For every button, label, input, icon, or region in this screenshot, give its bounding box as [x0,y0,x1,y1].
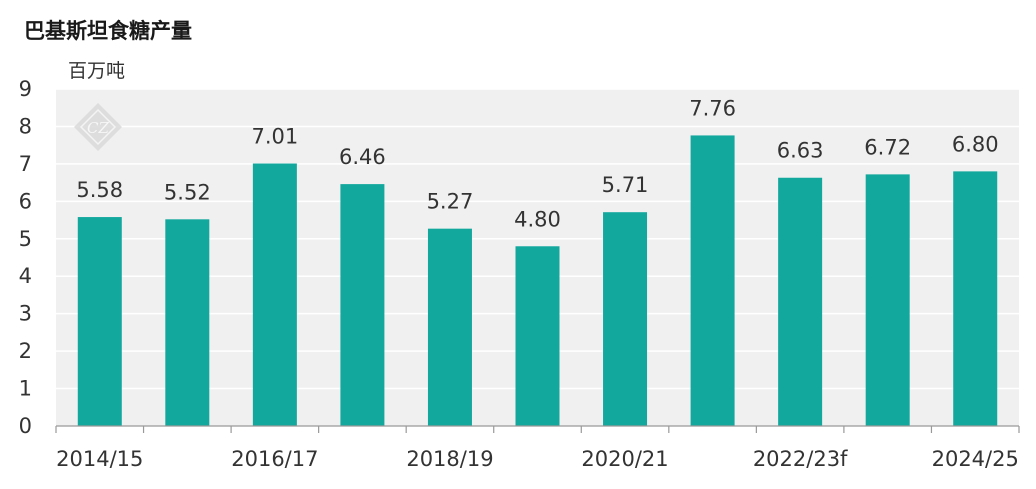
y-tick-label: 3 [19,302,32,326]
data-label: 7.76 [689,96,736,120]
bar [953,171,998,426]
x-tick-label: 2024/25 [932,447,1019,471]
bar [603,212,648,426]
bar [778,177,823,426]
bar [340,184,385,426]
x-tick-label: 2022/23f [753,447,848,471]
x-tick-label: 2016/17 [231,447,318,471]
y-tick-label: 8 [19,114,32,138]
data-labels: 5.58 5.52 7.01 6.46 5.27 4.80 5.71 7.76 6.63 6.72… [76,96,998,231]
y-tick-label: 1 [19,377,32,401]
data-label: 5.27 [427,190,474,214]
y-axis-unit-label: 百万吨 [68,60,125,82]
data-label: 5.71 [602,173,649,197]
bar [427,228,472,426]
x-axis: 2014/15 2016/17 2018/19 2020/21 2022/23f 2024… [55,425,1020,471]
bar [165,219,210,426]
watermark-logo: CZ [74,103,122,151]
bar [252,163,297,426]
bar [77,217,122,426]
data-label: 6.80 [952,132,999,156]
chart-title: 巴基斯坦食糖产量 [24,19,192,43]
y-tick-label: 2 [19,339,32,363]
bars [77,135,998,427]
data-label: 7.01 [251,125,298,149]
x-tick-label: 2014/15 [56,447,143,471]
y-tick-label: 0 [19,414,32,438]
data-label: 4.80 [514,207,561,231]
y-tick-label: 9 [19,77,32,101]
y-tick-label: 6 [19,189,32,213]
y-axis: 0 1 2 3 4 5 6 7 8 9 [19,77,32,438]
data-label: 5.52 [164,180,211,204]
x-tick-label: 2020/21 [581,447,668,471]
x-tick-label: 2018/19 [406,447,493,471]
bar [690,135,735,427]
svg-text:CZ: CZ [87,119,109,137]
data-label: 5.58 [76,178,123,202]
y-tick-label: 5 [19,227,32,251]
bar [865,174,910,426]
data-label: 6.72 [864,135,911,159]
data-label: 6.63 [777,139,824,163]
bar [515,246,560,426]
y-tick-label: 7 [19,152,32,176]
data-label: 6.46 [339,145,386,169]
y-tick-label: 4 [19,264,32,288]
